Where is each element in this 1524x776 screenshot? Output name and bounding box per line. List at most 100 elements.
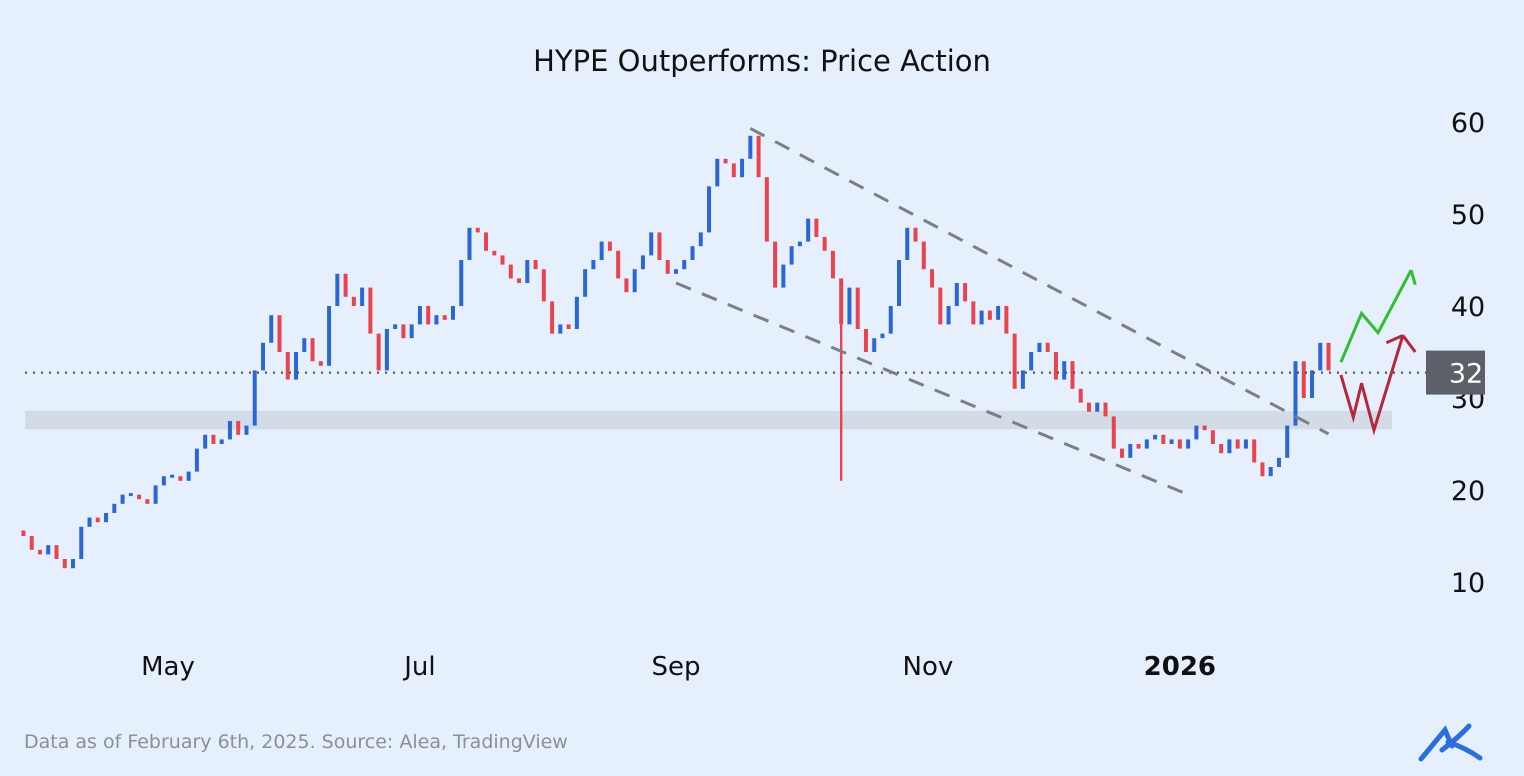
candle-up [640, 255, 645, 270]
footer-source: Data as of February 6th, 2025. Source: A… [24, 731, 568, 753]
candle-down [310, 338, 315, 362]
candle-up [104, 513, 109, 523]
candle-down [343, 273, 348, 297]
candle-up [748, 135, 753, 159]
candle-down [607, 241, 612, 251]
candle-up [789, 246, 794, 265]
candle-down [987, 310, 992, 320]
current-price-label: 32 [1426, 350, 1485, 395]
candle-down [137, 494, 142, 500]
candle-down [21, 530, 26, 536]
candle-up [690, 246, 695, 260]
candle-up [1169, 439, 1174, 444]
candle-up [591, 260, 596, 270]
candle-down [822, 237, 827, 251]
bearish-arrowhead [1401, 334, 1417, 353]
candle-down [855, 287, 860, 329]
candle-up [79, 526, 84, 559]
logo-stroke-b [1439, 723, 1472, 753]
logo-stroke-c [1445, 739, 1483, 761]
candle-up [525, 260, 530, 283]
candle-down [442, 315, 447, 320]
candle-up [632, 269, 637, 293]
candle-up [128, 493, 133, 497]
candle-down [351, 296, 356, 306]
candle-down [277, 315, 282, 352]
candles-layer [21, 135, 1331, 569]
candle-up [872, 338, 877, 352]
candle-down [1053, 352, 1058, 380]
candle-down [624, 278, 629, 293]
candle-down [62, 559, 67, 569]
candle-up [360, 287, 365, 306]
candle-down [1252, 439, 1257, 463]
candle-up [1153, 434, 1158, 440]
y-tick-label: 10 [1451, 568, 1485, 599]
candle-down [665, 260, 670, 274]
candle-up [161, 476, 166, 486]
candle-up [434, 315, 439, 325]
candle-down [1260, 462, 1265, 477]
candle-down [426, 306, 431, 325]
candle-up [335, 273, 340, 306]
candle-up [459, 260, 464, 306]
candle-down [830, 250, 835, 279]
candle-up [467, 227, 472, 260]
candle-up [46, 545, 51, 555]
candle-up [269, 315, 274, 343]
candle-up [1144, 439, 1149, 449]
candle-up [1128, 444, 1133, 458]
channel-lower-dashed-line [675, 281, 1189, 496]
candle-down [484, 232, 489, 251]
candle-down [764, 177, 769, 242]
candle-up [740, 158, 745, 178]
candle-up [1029, 352, 1034, 371]
x-tick-label: Jul [402, 652, 435, 682]
bearish-scenario-path [1339, 335, 1405, 436]
candle-up [574, 296, 579, 329]
candle-down [37, 549, 42, 555]
candle-down [1103, 402, 1108, 417]
candle-up [599, 241, 604, 260]
candle-up [252, 370, 257, 426]
candle-down [492, 250, 497, 256]
candle-down [963, 283, 968, 302]
candle-up [905, 227, 910, 260]
candle-down [1004, 306, 1009, 334]
candle-down [616, 250, 621, 279]
y-tick-label: 20 [1451, 476, 1485, 507]
candle-down [550, 301, 555, 334]
candle-up [384, 329, 389, 371]
candle-down [29, 536, 34, 550]
candle-down [376, 333, 381, 371]
y-tick-label: 50 [1451, 200, 1485, 231]
candle-down [839, 278, 844, 325]
candle-wick-spike [839, 324, 843, 481]
candle-up [1227, 439, 1232, 454]
candle-up [897, 260, 902, 306]
current-price-value: 32 [1449, 359, 1483, 390]
candle-down [475, 227, 480, 233]
x-tick-label: Nov [903, 652, 954, 682]
candle-up [797, 241, 802, 247]
candle-up [227, 421, 232, 440]
candle-down [95, 517, 100, 523]
candle-down [731, 163, 736, 178]
candle-up [1020, 370, 1025, 389]
candle-up [186, 471, 191, 481]
current-price-badge [1426, 350, 1485, 395]
candle-up [170, 474, 175, 478]
candle-up [203, 434, 208, 449]
candle-up [707, 186, 712, 233]
candle-up [715, 158, 720, 187]
candle-down [863, 329, 868, 352]
candle-up [112, 503, 117, 513]
candle-up [1194, 425, 1199, 440]
candle-up [880, 333, 885, 339]
candle-down [930, 269, 935, 288]
candle-up [393, 324, 398, 329]
candle-down [533, 260, 538, 270]
candle-up [71, 559, 76, 569]
candle-up [1268, 467, 1273, 477]
